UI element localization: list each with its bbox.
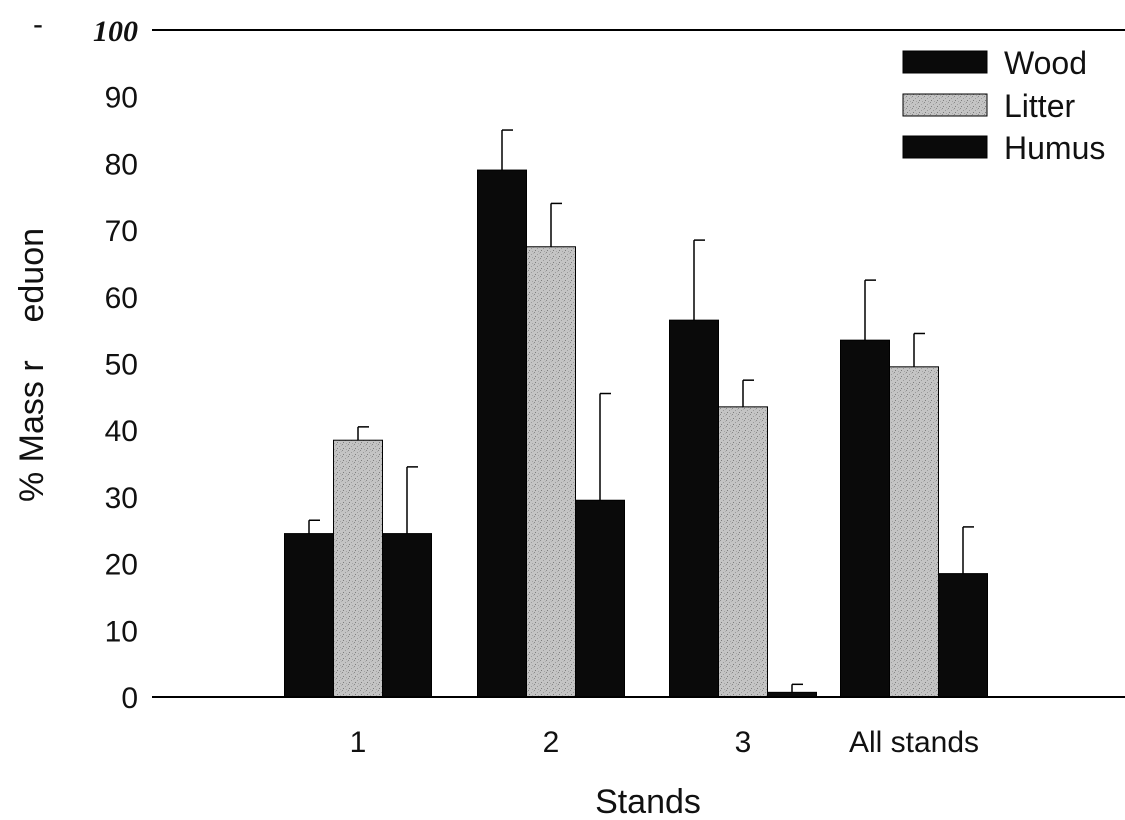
- x-tick-label: 3: [735, 726, 752, 759]
- y-tick-label: 60: [105, 282, 138, 315]
- legend-swatch-wood: [902, 50, 988, 74]
- y-tick-label: 20: [105, 549, 138, 582]
- legend-swatch-litter: [902, 93, 988, 117]
- y-tick-label: 10: [105, 615, 138, 648]
- x-axis-label: Stands: [595, 783, 701, 820]
- y-tick-label: 0: [121, 682, 138, 715]
- bars: [284, 169, 988, 698]
- bar-humus-0: [382, 533, 432, 698]
- legend-label-humus: Humus: [1004, 130, 1105, 166]
- bar-litter-1: [526, 246, 576, 698]
- legend-label-litter: Litter: [1004, 88, 1075, 124]
- y-tick-label: 100: [93, 15, 138, 48]
- bar-wood-3: [840, 339, 890, 698]
- bar-wood-2: [669, 319, 719, 698]
- y-tick-label: 90: [105, 82, 138, 115]
- y-tick-label: 70: [105, 215, 138, 248]
- bar-litter-2: [718, 406, 768, 698]
- x-tick-label: 1: [350, 726, 367, 759]
- legend-swatch-humus: [902, 135, 988, 159]
- y-tick-label: 30: [105, 482, 138, 515]
- y-tick-label: 80: [105, 148, 138, 181]
- error-bars: [308, 129, 974, 693]
- bar-litter-0: [333, 439, 383, 698]
- x-tick-label: 2: [543, 726, 560, 759]
- bar-wood-0: [284, 533, 334, 698]
- legend-label-wood: Wood: [1004, 45, 1087, 81]
- x-axis-ticks: 1 2 3 All stands: [350, 726, 979, 759]
- y-tick-label: 50: [105, 349, 138, 382]
- bar-litter-3: [889, 366, 939, 698]
- bar-wood-1: [477, 169, 527, 698]
- y-axis-ticks: 0 10 20 30 40 50 60 70 80 90 100: [93, 15, 138, 715]
- y-axis-label: % Mass r eduon: [13, 228, 51, 502]
- x-tick-label: All stands: [849, 726, 979, 759]
- top-left-mark: -: [33, 8, 43, 41]
- legend: Wood Litter Humus: [902, 45, 1105, 166]
- bar-humus-3: [938, 573, 988, 698]
- y-tick-label: 40: [105, 415, 138, 448]
- bar-humus-1: [575, 499, 625, 698]
